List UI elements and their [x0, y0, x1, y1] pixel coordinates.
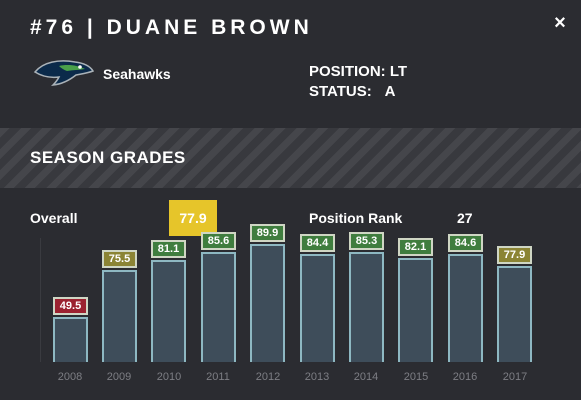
season-grade-2016: 84.6: [448, 234, 483, 252]
team-name: Seahawks: [103, 66, 171, 82]
player-header: #76 | DUANE BROWN × Seahawks POSITION: L…: [0, 0, 581, 128]
season-grades-chart: 49.5 2008 75.5 2009 81.1 2010 85.6 2011 89.9 2012…: [0, 224, 581, 400]
overall-grade-badge: 77.9: [169, 200, 217, 236]
season-bar-2008[interactable]: [53, 317, 88, 363]
season-bar-2017[interactable]: [497, 266, 532, 363]
season-year-2015: 2015: [403, 371, 429, 383]
season-year-2016: 2016: [452, 371, 478, 383]
season-year-2013: 2013: [304, 371, 330, 383]
season-grade-2009: 75.5: [102, 250, 137, 268]
season-grade-2015: 82.1: [398, 238, 433, 256]
section-banner: [0, 128, 581, 188]
season-bar-2011[interactable]: [201, 252, 236, 363]
status-row: STATUS: A: [309, 83, 395, 100]
close-icon[interactable]: ×: [554, 12, 566, 34]
season-year-2011: 2011: [206, 371, 230, 383]
season-grade-2008: 49.5: [53, 297, 88, 315]
season-year-2010: 2010: [156, 371, 182, 383]
season-year-2008: 2008: [57, 371, 83, 383]
chart-axis-line: [40, 238, 41, 362]
season-bar-2015[interactable]: [398, 258, 433, 362]
season-bar-2009[interactable]: [102, 270, 137, 362]
position-rank-label: Position Rank: [309, 210, 403, 226]
season-grade-2014: 85.3: [349, 232, 384, 250]
position-rank-value: 27: [457, 210, 473, 226]
season-bar-2014[interactable]: [349, 252, 384, 362]
season-grade-2011: 85.6: [201, 232, 236, 250]
season-grade-2012: 89.9: [250, 224, 285, 242]
season-bar-2010[interactable]: [151, 260, 186, 362]
seahawks-logo-icon: [33, 60, 95, 86]
season-bar-2016[interactable]: [448, 254, 483, 363]
season-year-2014: 2014: [353, 371, 379, 383]
season-year-2012: 2012: [255, 371, 281, 383]
status-label: STATUS:: [309, 83, 372, 100]
overall-label: Overall: [30, 210, 78, 226]
season-year-2009: 2009: [106, 371, 132, 383]
position-row: POSITION: LT: [309, 63, 407, 80]
section-title: SEASON GRADES: [30, 148, 186, 167]
season-bar-2012[interactable]: [250, 244, 285, 362]
season-year-2017: 2017: [502, 371, 528, 383]
status-value: A: [384, 83, 396, 100]
season-grade-2013: 84.4: [300, 234, 335, 252]
player-title: #76 | DUANE BROWN: [30, 16, 313, 39]
season-bar-2013[interactable]: [300, 254, 335, 362]
season-grade-2010: 81.1: [151, 240, 186, 258]
position-value: LT: [389, 63, 408, 80]
position-label: POSITION:: [309, 63, 386, 80]
season-grade-2017: 77.9: [497, 246, 532, 264]
